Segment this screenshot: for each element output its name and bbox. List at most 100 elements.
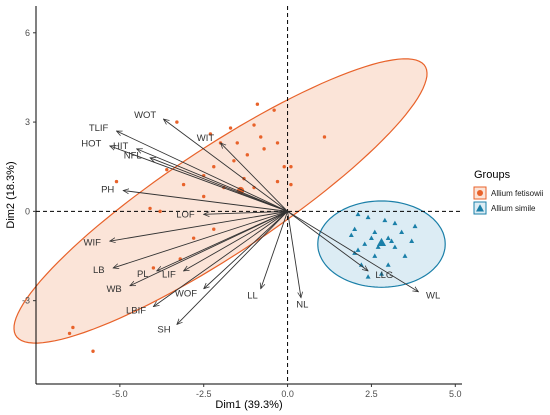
y-tick-label-1: -3 (22, 296, 30, 306)
x-tick-label-1: -5.0 (112, 389, 128, 399)
point-g2-13 (362, 241, 368, 246)
point-g2-20 (385, 262, 391, 267)
variable-arrow-LL (261, 211, 288, 288)
point-g2-12 (409, 238, 415, 243)
variable-label-WIT: WIT (197, 133, 215, 144)
variable-label-NFL: NFL (124, 150, 142, 161)
legend-title: Groups (474, 169, 511, 181)
point-g1-30 (151, 266, 156, 270)
variable-label-LIF: LIF (162, 269, 176, 280)
variable-label-TLIF: TLIF (89, 123, 109, 134)
variable-label-SH: SH (157, 324, 170, 335)
point-g1-14 (212, 165, 216, 169)
variable-label-HOT: HOT (81, 138, 101, 149)
point-g1-34 (322, 135, 327, 139)
variable-label-LOF: LOF (176, 210, 195, 221)
legend-label-2: Allium simile (491, 204, 536, 213)
centroid-g2 (376, 237, 387, 246)
y-tick-label-2: 0 (25, 206, 30, 216)
variable-arrow-NL (287, 211, 301, 297)
point-g1-6 (259, 135, 263, 139)
point-g1-4 (228, 126, 233, 130)
y-tick-label-3: 3 (25, 117, 30, 127)
variable-label-LL: LL (247, 290, 258, 301)
variable-arrow-WL (287, 210, 419, 291)
point-g1-33 (91, 349, 95, 353)
variable-label-PH: PH (101, 185, 114, 196)
point-g2-22 (365, 274, 371, 279)
x-tick-label-3: 0.0 (281, 389, 294, 399)
legend-label-1: Allium fetisowii (491, 189, 544, 198)
point-g1-21 (289, 182, 293, 187)
legend: Groups Allium fetisowii Allium simile (473, 169, 544, 215)
x-axis-title: Dim1 (39.3%) (215, 399, 282, 411)
point-g1-3 (252, 123, 256, 127)
variable-arrow-LOF (204, 210, 288, 214)
x-tick-label-2: -2.5 (196, 389, 212, 399)
variable-arrow-WB (130, 210, 288, 287)
variable-label-PL: PL (137, 269, 149, 280)
point-g1-32 (67, 331, 72, 336)
point-g2-23 (355, 247, 361, 252)
point-g2-1 (355, 211, 361, 217)
point-g1-23 (202, 194, 206, 199)
y-axis-title: Dim2 (18.3%) (5, 161, 17, 228)
point-g1-25 (158, 209, 162, 214)
point-g2-3 (382, 217, 388, 223)
variable-arrow-SH (177, 211, 288, 324)
point-g2-17 (372, 253, 378, 258)
variable-arrow-NFL (150, 158, 288, 212)
point-g2-24 (389, 238, 395, 243)
variable-arrow-HIT (137, 149, 288, 212)
point-g1-5 (208, 132, 213, 136)
point-g1-27 (212, 227, 216, 231)
variable-arrow-HOT (110, 146, 288, 212)
point-g1-2 (272, 108, 276, 112)
axes: -5.0 -2.5 0.0 2.5 5.0 -3 0 3 6 Dim1 (39.3%) Dim2 (… (5, 6, 462, 411)
variable-label-HIT: HIT (113, 141, 129, 152)
variable-arrow-WOF (204, 211, 288, 288)
x-tick-label-5: 5.0 (449, 389, 462, 399)
variable-label-WL: WL (426, 290, 440, 301)
point-g1-12 (282, 165, 286, 169)
variable-arrow-WIT (220, 143, 288, 212)
point-g2-4 (392, 220, 398, 226)
point-g2-21 (379, 271, 384, 276)
variable-label-WIF: WIF (83, 237, 101, 248)
point-g1-28 (191, 236, 196, 240)
variable-label-WOF: WOF (175, 289, 197, 300)
point-g1-7 (235, 141, 239, 145)
point-g2-11 (385, 235, 391, 240)
variable-label-LB: LB (93, 265, 105, 276)
point-g2-8 (399, 229, 405, 235)
point-g1-18 (275, 179, 280, 184)
point-g2-14 (375, 244, 381, 249)
legend-marker-1 (477, 190, 483, 196)
point-g2-2 (365, 214, 371, 220)
point-g2-10 (368, 235, 374, 240)
point-g1-11 (232, 159, 236, 163)
x-tick-label-4: 2.5 (365, 389, 378, 399)
point-g1-24 (148, 206, 152, 211)
point-g1-1 (255, 102, 260, 106)
variable-label-NL: NL (296, 300, 308, 311)
variable-arrow-LLG (287, 211, 369, 271)
variable-arrow-WIF (110, 210, 288, 241)
variable-arrow-LBIF (153, 211, 288, 306)
point-g1-13 (289, 165, 293, 169)
point-g1-10 (245, 153, 250, 157)
variable-arrow-LB (113, 210, 288, 268)
point-g1-15 (165, 168, 169, 172)
point-g2-18 (402, 253, 408, 258)
point-g1-19 (181, 182, 186, 187)
individual-points (67, 102, 418, 353)
legend-marker-2 (476, 204, 484, 212)
point-g2-5 (412, 223, 418, 229)
point-g1-9 (262, 147, 266, 151)
point-g1-31 (71, 325, 75, 330)
variable-arrow-TLIF (117, 130, 288, 212)
group-ellipse-1 (13, 58, 428, 344)
point-g2-9 (348, 232, 354, 238)
